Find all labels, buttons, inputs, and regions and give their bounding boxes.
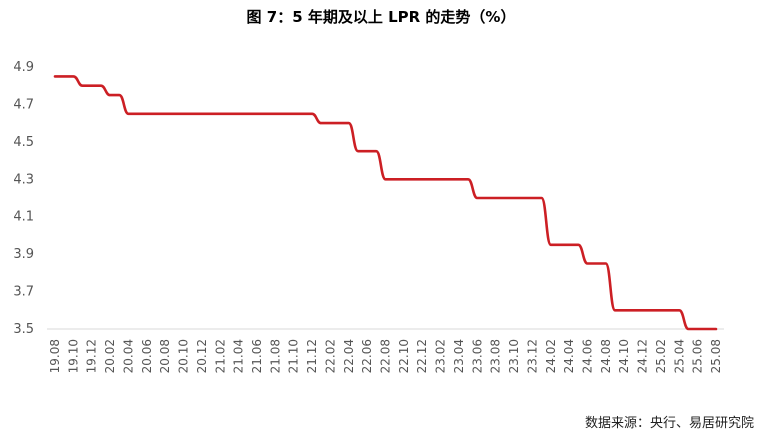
x-tick-label: 21.04: [232, 339, 246, 373]
x-tick-label: 20.02: [103, 339, 117, 373]
x-tick-label: 25.06: [691, 339, 705, 373]
x-tick-label: 22.12: [415, 339, 429, 373]
x-tick-label: 22.04: [342, 339, 356, 373]
lpr-series-line: [53, 75, 718, 331]
x-tick-label: 19.08: [48, 339, 62, 373]
x-tick-label: 24.08: [599, 339, 613, 373]
x-tick-label: 25.04: [672, 339, 686, 373]
x-tick-label: 23.06: [470, 339, 484, 373]
x-tick-label: 21.10: [287, 339, 301, 373]
y-tick-label: 3.9: [13, 247, 34, 262]
x-axis-ticks: 19.08 19.10 19.12 20.02 20.04 20.06 20.08 20.10…: [48, 339, 723, 373]
y-tick-label: 4.5: [13, 135, 34, 150]
y-tick-label: 4.3: [13, 172, 34, 187]
x-tick-label: 21.02: [213, 339, 227, 373]
x-tick-label: 22.02: [323, 339, 337, 373]
x-tick-label: 24.04: [562, 339, 576, 373]
y-tick-label: 4.9: [13, 60, 34, 75]
x-tick-label: 24.10: [617, 339, 631, 373]
x-tick-label: 20.04: [121, 339, 135, 373]
chart-source: 数据来源：央行、易居研究院: [584, 416, 754, 431]
x-tick-label: 20.10: [177, 339, 191, 373]
y-tick-label: 3.7: [13, 285, 34, 300]
x-tick-label: 23.10: [507, 339, 521, 373]
x-tick-label: 21.06: [250, 339, 264, 373]
x-tick-label: 23.04: [452, 339, 466, 373]
x-tick-label: 22.10: [397, 339, 411, 373]
x-tick-label: 22.08: [379, 339, 393, 373]
x-tick-label: 23.12: [525, 339, 539, 373]
x-tick-label: 25.08: [709, 339, 723, 373]
x-tick-label: 20.12: [195, 339, 209, 373]
y-tick-label: 3.5: [13, 322, 34, 337]
x-tick-label: 21.12: [305, 339, 319, 373]
x-tick-label: 24.12: [636, 339, 650, 373]
x-tick-label: 21.08: [268, 339, 282, 373]
y-axis-ticks: 4.9 4.7 4.5 4.3 4.1 3.9 3.7 3.5: [13, 60, 34, 337]
x-tick-label: 20.08: [158, 339, 172, 373]
chart-title: 图 7：5 年期及以上 LPR 的走势（%）: [246, 8, 516, 26]
x-tick-label: 25.02: [654, 339, 668, 373]
y-tick-label: 4.1: [13, 210, 34, 225]
x-tick-label: 19.10: [66, 339, 80, 373]
x-tick-label: 24.06: [580, 339, 594, 373]
x-tick-label: 20.06: [140, 339, 154, 373]
x-tick-label: 24.02: [544, 339, 558, 373]
x-tick-label: 22.06: [360, 339, 374, 373]
x-tick-label: 19.12: [85, 339, 99, 373]
x-tick-label: 23.08: [489, 339, 503, 373]
y-tick-label: 4.7: [13, 97, 34, 112]
x-tick-label: 23.02: [434, 339, 448, 373]
